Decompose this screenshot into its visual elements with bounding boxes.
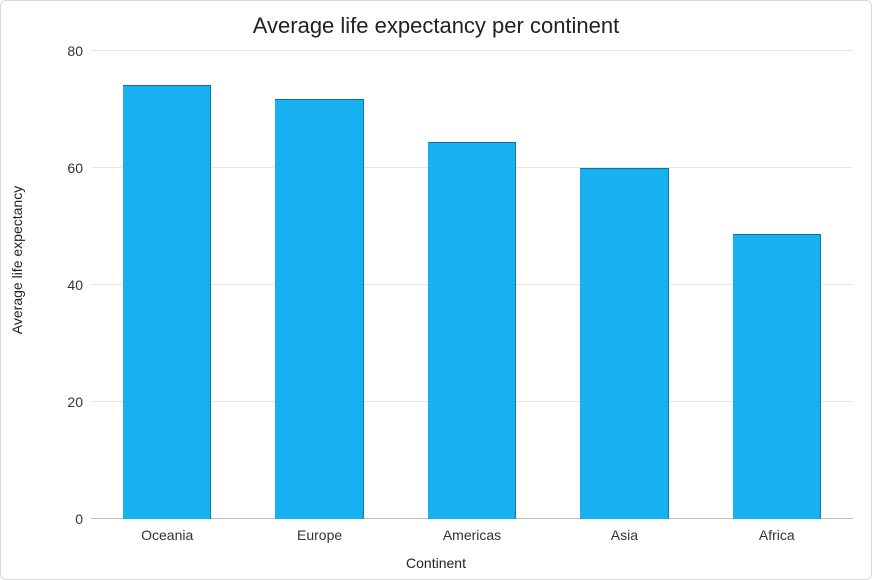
x-tick-label: Americas [443,527,501,543]
plot-area: 020406080 OceaniaEuropeAmericasAsiaAfric… [91,51,853,519]
bar-asia [580,168,668,519]
y-tick-label: 60 [43,160,83,176]
x-tick-label: Asia [611,527,638,543]
x-tick-label: Europe [297,527,342,543]
y-tick-label: 80 [43,43,83,59]
bar-americas [428,142,516,519]
bar-africa [733,234,821,519]
chart-title: Average life expectancy per continent [1,13,871,39]
y-tick-label: 20 [43,394,83,410]
bar-europe [275,99,363,519]
y-tick-label: 0 [43,511,83,527]
y-tick-label: 40 [43,277,83,293]
x-tick-label: Oceania [141,527,193,543]
bar-oceania [123,85,211,519]
y-axis-label-wrap: Average life expectancy [7,1,27,519]
bars-layer: OceaniaEuropeAmericasAsiaAfrica [91,51,853,519]
x-tick-label: Africa [759,527,795,543]
y-axis-label: Average life expectancy [9,186,25,334]
x-axis-label: Continent [1,555,871,571]
chart-frame: Average life expectancy per continent Av… [0,0,872,580]
